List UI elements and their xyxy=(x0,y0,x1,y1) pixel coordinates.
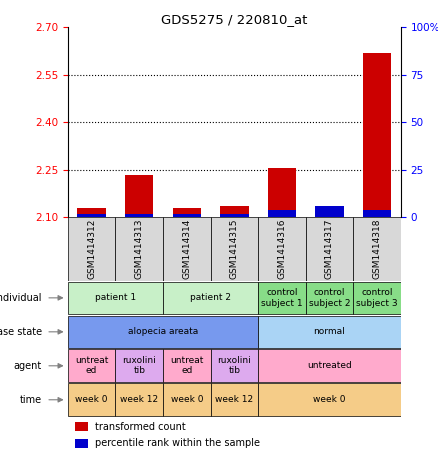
Bar xyxy=(74,439,88,448)
Text: GSM1414312: GSM1414312 xyxy=(87,219,96,280)
Bar xyxy=(163,350,211,382)
Bar xyxy=(258,281,306,314)
Bar xyxy=(258,350,401,382)
Bar xyxy=(211,217,258,281)
Text: patient 1: patient 1 xyxy=(95,294,136,302)
Bar xyxy=(268,169,296,217)
Bar xyxy=(211,350,258,382)
Bar xyxy=(173,208,201,217)
Bar xyxy=(68,383,116,416)
Text: control
subject 1: control subject 1 xyxy=(261,288,303,308)
Text: patient 2: patient 2 xyxy=(190,294,231,302)
Bar xyxy=(220,207,249,217)
Bar xyxy=(353,217,401,281)
Bar xyxy=(258,383,401,416)
Text: GSM1414317: GSM1414317 xyxy=(325,219,334,280)
Text: GSM1414316: GSM1414316 xyxy=(277,219,286,280)
Text: untreat
ed: untreat ed xyxy=(170,356,204,376)
Bar xyxy=(258,315,401,348)
Title: GDS5275 / 220810_at: GDS5275 / 220810_at xyxy=(161,13,307,26)
Bar xyxy=(68,315,258,348)
Bar xyxy=(125,214,153,217)
Text: control
subject 2: control subject 2 xyxy=(309,288,350,308)
Bar xyxy=(116,217,163,281)
Bar xyxy=(78,208,106,217)
Text: GSM1414318: GSM1414318 xyxy=(372,219,381,280)
Bar xyxy=(163,281,258,314)
Text: transformed count: transformed count xyxy=(95,422,185,432)
Text: agent: agent xyxy=(14,361,42,371)
Text: individual: individual xyxy=(0,293,42,303)
Text: week 12: week 12 xyxy=(215,395,254,404)
Bar xyxy=(220,214,249,217)
Text: alopecia areata: alopecia areata xyxy=(128,328,198,336)
Bar xyxy=(68,350,116,382)
Text: week 0: week 0 xyxy=(170,395,203,404)
Text: week 0: week 0 xyxy=(75,395,108,404)
Text: ruxolini
tib: ruxolini tib xyxy=(122,356,156,376)
Bar xyxy=(306,217,353,281)
Bar xyxy=(74,422,88,431)
Text: ruxolini
tib: ruxolini tib xyxy=(217,356,251,376)
Bar xyxy=(173,214,201,217)
Text: disease state: disease state xyxy=(0,327,42,337)
Text: untreat
ed: untreat ed xyxy=(75,356,108,376)
Bar xyxy=(125,175,153,217)
Bar xyxy=(268,210,296,217)
Text: time: time xyxy=(20,395,42,405)
Bar xyxy=(363,210,391,217)
Bar xyxy=(353,281,401,314)
Text: untreated: untreated xyxy=(307,361,352,370)
Bar xyxy=(163,383,211,416)
Bar xyxy=(68,281,163,314)
Bar xyxy=(258,217,306,281)
Bar xyxy=(78,214,106,217)
Text: normal: normal xyxy=(314,328,345,336)
Bar xyxy=(363,53,391,217)
Text: GSM1414314: GSM1414314 xyxy=(182,219,191,280)
Text: week 0: week 0 xyxy=(313,395,346,404)
Text: GSM1414315: GSM1414315 xyxy=(230,219,239,280)
Bar xyxy=(116,350,163,382)
Bar xyxy=(163,217,211,281)
Text: percentile rank within the sample: percentile rank within the sample xyxy=(95,438,260,448)
Bar xyxy=(306,281,353,314)
Bar xyxy=(315,206,344,217)
Bar xyxy=(116,383,163,416)
Bar xyxy=(211,383,258,416)
Text: control
subject 3: control subject 3 xyxy=(356,288,398,308)
Text: GSM1414313: GSM1414313 xyxy=(135,219,144,280)
Text: week 12: week 12 xyxy=(120,395,158,404)
Bar xyxy=(68,217,116,281)
